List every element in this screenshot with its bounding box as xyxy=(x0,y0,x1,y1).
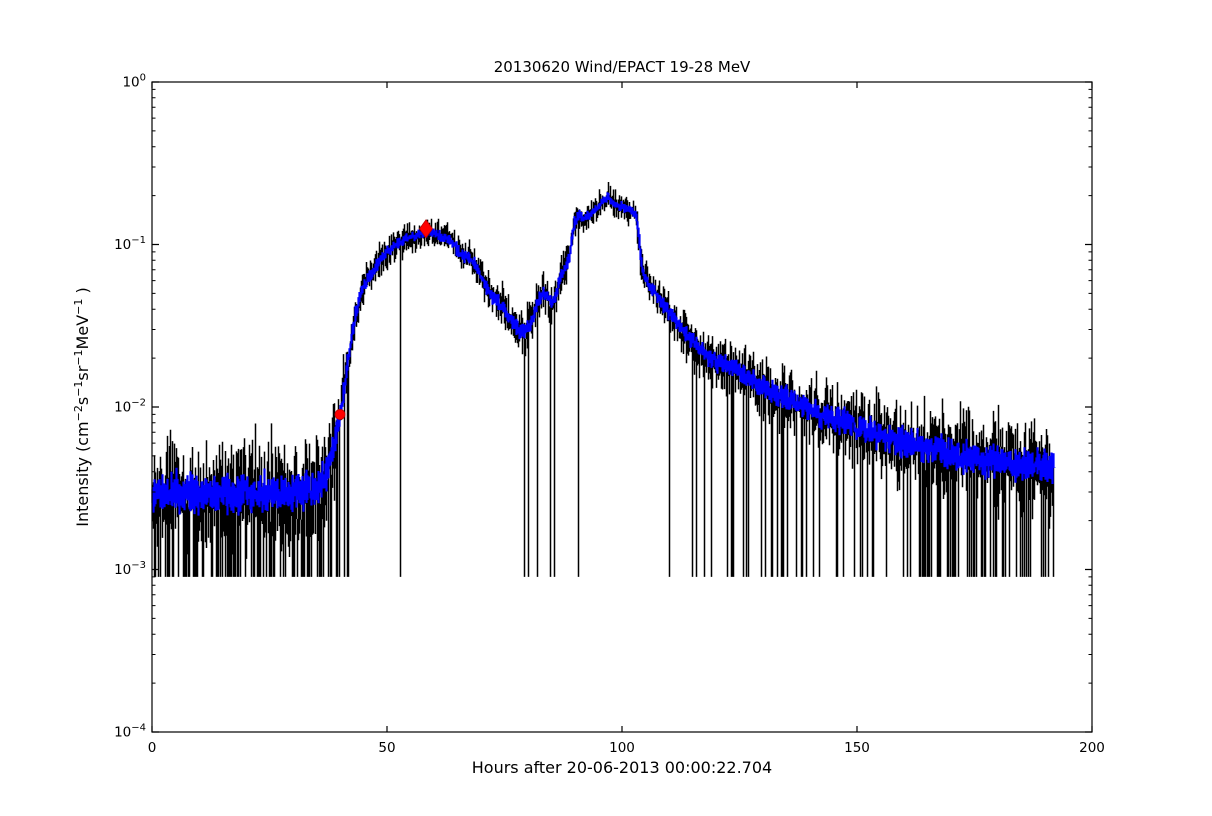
chart-title: 20130620 Wind/EPACT 19-28 MeV xyxy=(494,58,751,76)
y-tick-labels: 100 10−1 10−2 10−3 10−4 xyxy=(114,73,146,741)
x-tick-label: 150 xyxy=(844,740,870,756)
event-markers xyxy=(334,219,433,420)
y-tick-label: 10−4 xyxy=(114,723,146,741)
x-tick-labels: 0 50 100 150 200 xyxy=(148,740,1105,756)
x-tick-label: 200 xyxy=(1079,740,1105,756)
x-tick-label: 50 xyxy=(378,740,395,756)
y-tick-label: 10−2 xyxy=(114,398,146,416)
x-axis-label: Hours after 20-06-2013 00:00:22.704 xyxy=(472,758,772,777)
y-tick-label: 10−1 xyxy=(114,235,146,253)
axis-major-ticks xyxy=(151,81,1093,733)
y-tick-label: 100 xyxy=(122,73,146,91)
peak-marker xyxy=(419,219,433,239)
x-tick-label: 0 xyxy=(148,740,157,756)
x-tick-label: 100 xyxy=(609,740,635,756)
axis-minor-ticks xyxy=(152,88,1092,684)
y-axis-label: Intensity (cm−2s−1sr−1MeV−1 ) xyxy=(72,287,92,526)
y-tick-label: 10−3 xyxy=(114,560,146,578)
onset-marker xyxy=(334,409,346,420)
